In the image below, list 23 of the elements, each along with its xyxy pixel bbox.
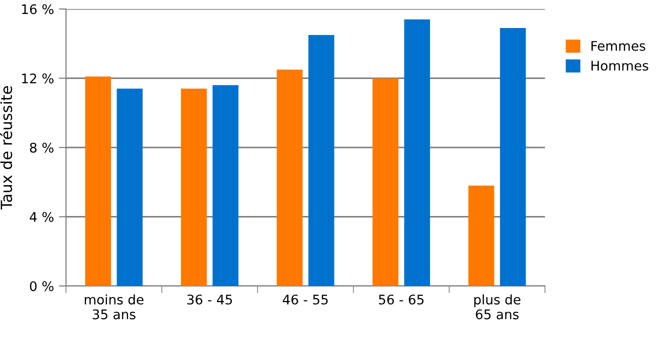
- y-axis-title: Taux de réussite: [0, 86, 12, 210]
- bar: [180, 88, 207, 286]
- y-tick-label: 8 %: [30, 142, 54, 153]
- x-tick-label: 46 - 55: [282, 294, 328, 305]
- bar: [404, 19, 430, 286]
- bar: [276, 70, 303, 286]
- y-tick-label: 0 %: [30, 281, 54, 292]
- bar: [212, 85, 238, 286]
- x-tick-label: plus de 65 ans: [474, 294, 520, 320]
- x-tick-label: 36 - 45: [187, 294, 232, 305]
- bar: [500, 28, 526, 286]
- y-tick-label: 12 %: [22, 73, 54, 84]
- bar: [116, 88, 143, 286]
- y-tick-label: 16 %: [22, 4, 54, 14]
- x-tick-label: 56 - 65: [378, 294, 424, 305]
- y-tick-label: 4 %: [30, 212, 54, 222]
- bar: [308, 34, 334, 286]
- bar: [372, 78, 398, 286]
- legend-label: Hommes: [592, 60, 648, 71]
- legend-label: Femmes: [592, 41, 646, 51]
- x-tick-label: moins de 35 ans: [84, 294, 144, 320]
- bar: [468, 186, 494, 286]
- bar: [85, 76, 112, 286]
